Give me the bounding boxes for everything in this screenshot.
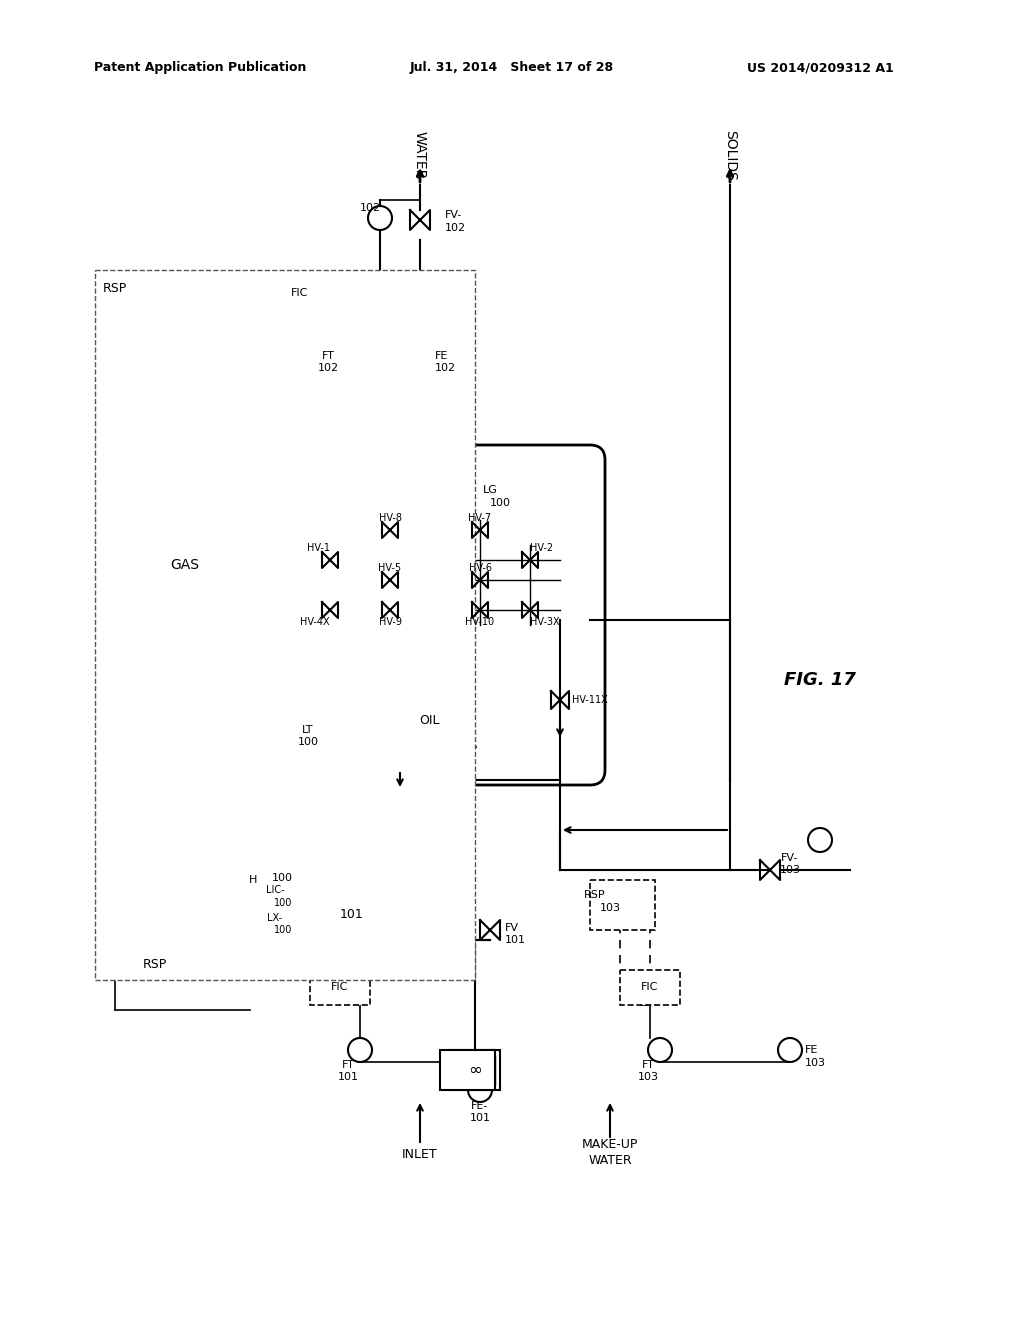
Circle shape bbox=[308, 704, 332, 727]
Text: Patent Application Publication: Patent Application Publication bbox=[94, 62, 306, 74]
Text: FE: FE bbox=[805, 1045, 818, 1055]
Text: 103: 103 bbox=[779, 865, 801, 875]
Text: FV: FV bbox=[505, 923, 519, 933]
Text: 100: 100 bbox=[298, 737, 318, 747]
Text: HV-5: HV-5 bbox=[379, 564, 401, 573]
Text: MAKE-UP: MAKE-UP bbox=[582, 1138, 638, 1151]
Text: HV-2: HV-2 bbox=[530, 543, 554, 553]
Circle shape bbox=[408, 327, 432, 352]
Text: FT: FT bbox=[322, 351, 335, 360]
Text: LT: LT bbox=[302, 725, 313, 735]
Circle shape bbox=[328, 327, 352, 352]
Bar bbox=[440, 1049, 495, 1090]
Circle shape bbox=[648, 1038, 672, 1063]
Text: 100: 100 bbox=[271, 873, 293, 883]
Circle shape bbox=[438, 888, 462, 912]
Text: RSP: RSP bbox=[143, 958, 167, 972]
Bar bbox=[620, 970, 680, 1005]
Text: FT: FT bbox=[642, 1060, 654, 1071]
Text: US 2014/0209312 A1: US 2014/0209312 A1 bbox=[746, 62, 893, 74]
Bar bbox=[270, 275, 330, 310]
Text: 102: 102 bbox=[317, 363, 339, 374]
Text: RSP: RSP bbox=[102, 281, 127, 294]
Text: HV-3X: HV-3X bbox=[530, 616, 560, 627]
Text: OIL: OIL bbox=[420, 714, 440, 726]
Bar bbox=[310, 970, 370, 1005]
Circle shape bbox=[368, 206, 392, 230]
Text: HV-10: HV-10 bbox=[466, 616, 495, 627]
Text: HV-9: HV-9 bbox=[379, 616, 401, 627]
Text: Jul. 31, 2014   Sheet 17 of 28: Jul. 31, 2014 Sheet 17 of 28 bbox=[410, 62, 614, 74]
Text: FV-: FV- bbox=[445, 210, 463, 220]
Text: FE-: FE- bbox=[471, 1101, 488, 1111]
Text: 103: 103 bbox=[599, 903, 621, 913]
Text: LX-: LX- bbox=[267, 913, 283, 923]
Text: INLET: INLET bbox=[402, 1148, 438, 1162]
Text: FE: FE bbox=[435, 351, 449, 360]
Text: HV-4X: HV-4X bbox=[300, 616, 330, 627]
Text: HV-11X: HV-11X bbox=[572, 696, 608, 705]
Text: 102: 102 bbox=[445, 223, 466, 234]
Text: FIC: FIC bbox=[291, 288, 308, 298]
Text: 102: 102 bbox=[435, 363, 456, 374]
Text: ∞: ∞ bbox=[468, 1061, 482, 1078]
Circle shape bbox=[778, 1038, 802, 1063]
Text: 101: 101 bbox=[340, 908, 364, 921]
Circle shape bbox=[468, 1078, 492, 1102]
FancyBboxPatch shape bbox=[275, 445, 605, 785]
Text: FIG. 17: FIG. 17 bbox=[784, 671, 856, 689]
Bar bbox=[319, 890, 385, 940]
Bar bbox=[450, 1049, 500, 1090]
Text: HV-7: HV-7 bbox=[468, 513, 492, 523]
Text: 101: 101 bbox=[338, 1072, 358, 1082]
Text: LIC-: LIC- bbox=[265, 884, 285, 895]
Text: FV-: FV- bbox=[781, 853, 799, 863]
Text: GAS: GAS bbox=[171, 558, 200, 572]
Text: HV-6: HV-6 bbox=[469, 564, 492, 573]
Text: FT: FT bbox=[342, 1060, 354, 1071]
Text: 100: 100 bbox=[273, 898, 292, 908]
Text: 103: 103 bbox=[805, 1059, 826, 1068]
Text: FIC: FIC bbox=[641, 982, 658, 993]
Text: 101: 101 bbox=[505, 935, 526, 945]
Text: 100: 100 bbox=[489, 498, 511, 508]
Text: 102: 102 bbox=[359, 203, 381, 213]
Text: SOLIDS: SOLIDS bbox=[723, 129, 737, 181]
Text: WATER: WATER bbox=[588, 1154, 632, 1167]
Text: WATER: WATER bbox=[413, 131, 427, 180]
Text: 103: 103 bbox=[638, 1072, 658, 1082]
Text: 100: 100 bbox=[273, 925, 292, 935]
Text: HV-1: HV-1 bbox=[306, 543, 330, 553]
Text: LG: LG bbox=[482, 484, 498, 495]
Bar bbox=[95, 271, 475, 979]
Bar bbox=[250, 870, 315, 950]
Bar bbox=[590, 880, 655, 931]
Text: RSP: RSP bbox=[584, 890, 606, 900]
Text: H: H bbox=[249, 875, 257, 884]
Text: HV-8: HV-8 bbox=[379, 513, 401, 523]
Text: 101: 101 bbox=[469, 1113, 490, 1123]
Bar bbox=[455, 1055, 495, 1085]
Circle shape bbox=[348, 1038, 372, 1063]
Circle shape bbox=[808, 828, 831, 851]
Text: FIC: FIC bbox=[332, 982, 349, 993]
